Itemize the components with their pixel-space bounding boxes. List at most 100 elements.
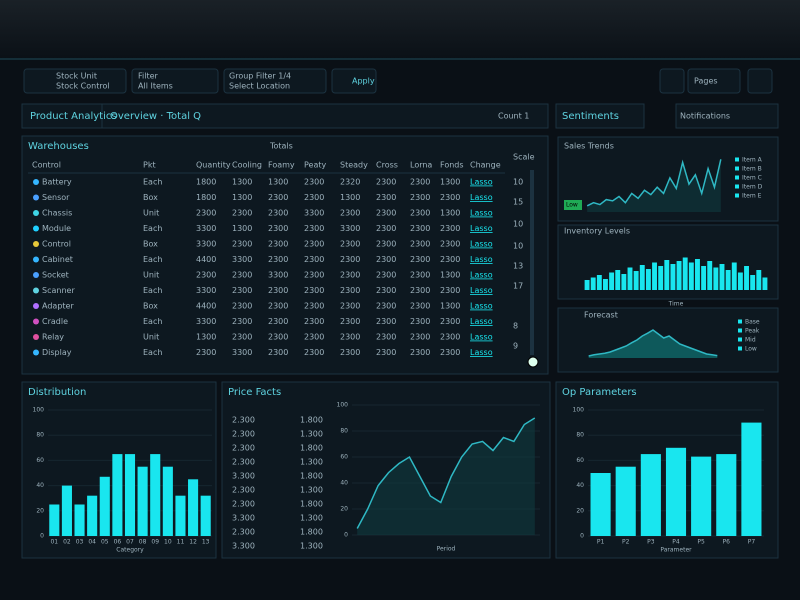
cell: 1300 xyxy=(196,333,216,342)
bar xyxy=(590,473,611,536)
row-link[interactable]: Lasso xyxy=(470,178,493,187)
legend-label: Mid xyxy=(745,337,756,344)
cell: Chassis xyxy=(42,209,72,218)
bar xyxy=(756,270,762,290)
cell: 2300 xyxy=(232,240,252,249)
row-icon xyxy=(33,272,39,278)
line xyxy=(356,417,536,529)
y-tick-label: 40 xyxy=(36,482,44,489)
cell: 2300 xyxy=(410,333,430,342)
cell: Each xyxy=(143,255,162,264)
row-link[interactable]: Lasso xyxy=(470,302,493,311)
cell: 1300 xyxy=(440,271,460,280)
cell: 2300 xyxy=(340,255,360,264)
row-link[interactable]: Lasso xyxy=(470,209,493,218)
y-tick-label: 60 xyxy=(340,454,348,461)
row-link[interactable]: Lasso xyxy=(470,317,493,326)
bar xyxy=(615,466,636,536)
cell: 2300 xyxy=(304,302,324,311)
cell: 2300 xyxy=(410,240,430,249)
filter-box[interactable] xyxy=(131,68,219,94)
row-link[interactable]: Lasso xyxy=(470,348,493,357)
scale-label: 9 xyxy=(513,342,518,351)
row-link[interactable]: Lasso xyxy=(470,224,493,233)
cell: 2300 xyxy=(440,224,460,233)
icon-button[interactable] xyxy=(659,68,685,94)
row-link[interactable]: Lasso xyxy=(470,333,493,342)
cell: 2300 xyxy=(410,302,430,311)
cell: 2300 xyxy=(410,348,430,357)
tab[interactable] xyxy=(555,103,645,129)
tab[interactable] xyxy=(21,103,103,129)
cell: 1800 xyxy=(196,178,216,187)
y-tick-label: 80 xyxy=(576,432,584,439)
row-icon xyxy=(33,256,39,263)
cell: 2300 xyxy=(410,271,430,280)
row-link[interactable]: Lasso xyxy=(470,240,493,249)
table-title: Warehouses xyxy=(28,141,89,152)
filter-box[interactable] xyxy=(23,68,127,94)
cell: 2300 xyxy=(376,209,396,218)
legend-swatch xyxy=(735,184,739,189)
bar xyxy=(639,265,645,290)
scale-title: Scale xyxy=(513,153,535,162)
row-link[interactable]: Lasso xyxy=(470,193,493,202)
bar xyxy=(188,479,199,536)
y-tick-label: 100 xyxy=(573,407,585,414)
scrollbar[interactable] xyxy=(530,170,534,355)
filter-box[interactable] xyxy=(223,68,327,94)
panel-title: Price Facts xyxy=(228,387,281,398)
tab-label: Notifications xyxy=(680,112,730,121)
badge xyxy=(564,200,582,210)
bar xyxy=(200,495,211,536)
filter-value: Stock Control xyxy=(56,82,110,91)
cell: 2300 xyxy=(440,317,460,326)
row-link[interactable]: Lasso xyxy=(470,271,493,280)
cell: 2300 xyxy=(376,178,396,187)
cell: Adapter xyxy=(42,302,74,311)
price-cell: 1.300 xyxy=(300,486,323,495)
x-tick-label: 02 xyxy=(63,539,71,546)
legend-label: Item A xyxy=(742,157,763,164)
x-tick-label: 06 xyxy=(114,539,122,546)
refresh-icon[interactable] xyxy=(527,356,539,368)
y-tick-label: 20 xyxy=(340,506,348,513)
price-cell: 3.300 xyxy=(232,472,255,481)
badge-label: Low xyxy=(566,202,578,209)
tab-label: Sentiments xyxy=(562,111,619,122)
row-link[interactable]: Lasso xyxy=(470,255,493,264)
bar xyxy=(737,272,743,290)
price-cell: 1.800 xyxy=(300,528,323,537)
cell: 2300 xyxy=(304,348,324,357)
x-tick-label: P3 xyxy=(647,539,655,546)
ceiling xyxy=(0,0,800,60)
cell: Unit xyxy=(143,209,159,218)
y-tick-label: 60 xyxy=(36,457,44,464)
cell: 2300 xyxy=(376,271,396,280)
page-button[interactable] xyxy=(687,68,741,94)
icon-button[interactable] xyxy=(747,68,773,94)
column-header: Foamy xyxy=(268,161,295,170)
x-axis-label: Time xyxy=(668,301,684,308)
bar xyxy=(584,280,590,290)
tab[interactable] xyxy=(675,103,779,129)
row-icon xyxy=(33,349,39,356)
cell: 2300 xyxy=(304,255,324,264)
cell: Socket xyxy=(42,271,69,280)
cell: 3300 xyxy=(268,271,288,280)
legend-swatch xyxy=(735,157,739,162)
legend-swatch xyxy=(738,346,742,351)
scale-label: 13 xyxy=(513,262,523,271)
row-link[interactable]: Lasso xyxy=(470,286,493,295)
bar xyxy=(652,262,657,290)
x-tick-label: 11 xyxy=(177,539,185,546)
filter-value: All Items xyxy=(138,82,173,91)
cell: Module xyxy=(42,224,71,233)
y-tick-label: 100 xyxy=(33,407,45,414)
cell: Unit xyxy=(143,333,159,342)
bar xyxy=(87,495,98,536)
y-tick-label: 0 xyxy=(40,533,44,540)
apply-button[interactable] xyxy=(331,68,377,94)
cell: 2300 xyxy=(340,302,360,311)
